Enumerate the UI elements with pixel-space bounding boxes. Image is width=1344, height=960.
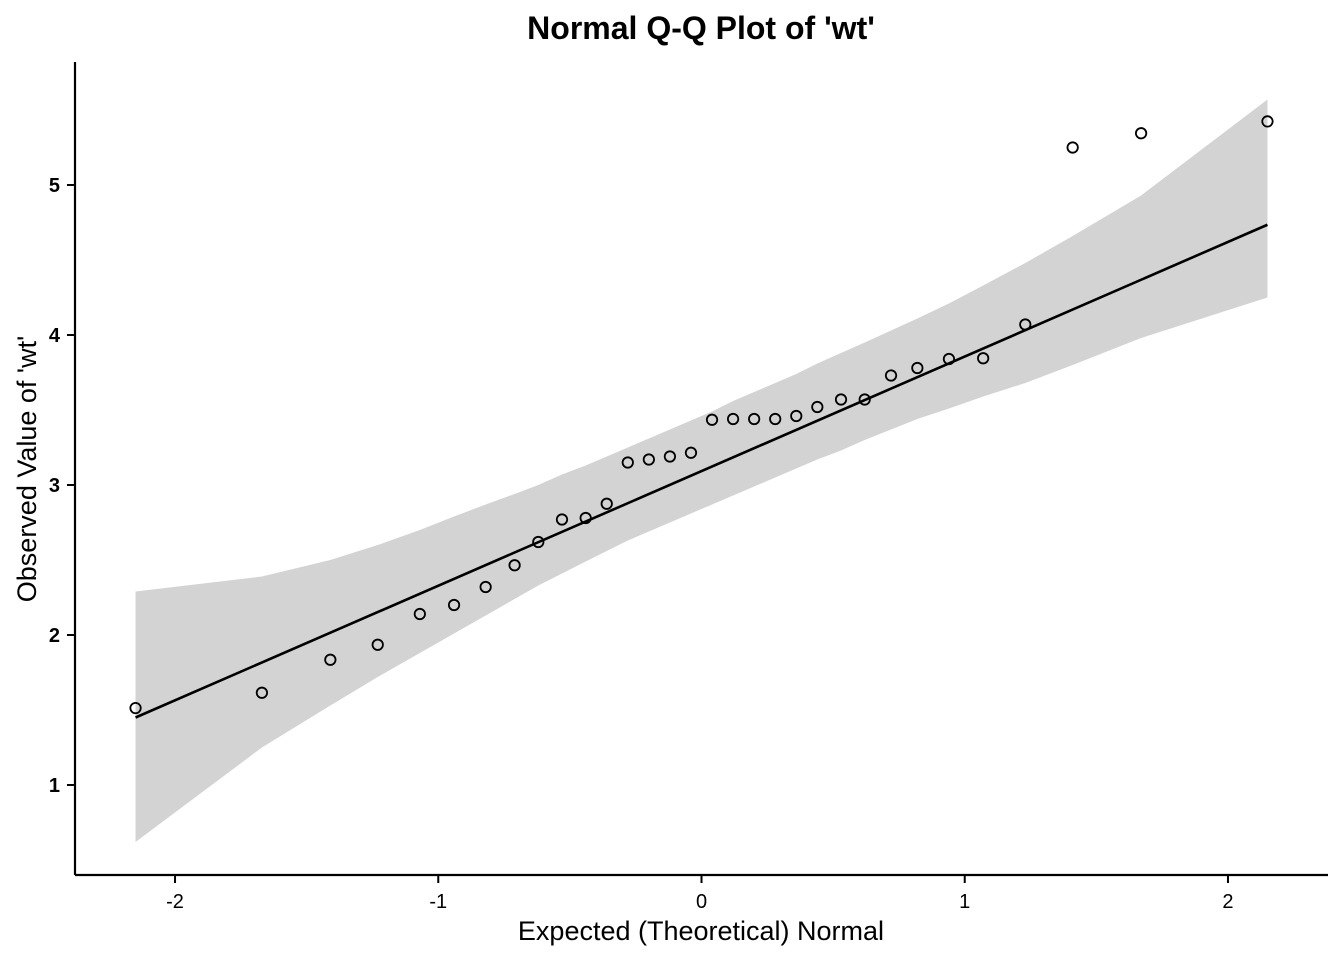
data-point <box>834 393 848 406</box>
y-axis-label: Observed Value of 'wt' <box>12 336 42 602</box>
data-point <box>324 653 337 666</box>
reference-line <box>135 223 1268 719</box>
data-point <box>911 361 924 375</box>
data-point <box>663 450 677 463</box>
data-point <box>1261 115 1274 128</box>
data-point <box>579 511 592 525</box>
data-point <box>371 638 384 651</box>
data-point <box>705 413 719 426</box>
data-point <box>1019 318 1032 331</box>
data-point <box>858 393 871 406</box>
data-point <box>600 497 613 510</box>
y-tick-label: 3 <box>49 475 60 497</box>
data-point <box>1066 141 1079 154</box>
data-point <box>532 535 545 549</box>
data-point <box>413 607 426 621</box>
data-point <box>479 580 492 594</box>
data-point <box>726 412 740 426</box>
data-point <box>884 369 898 382</box>
y-ticks: 1 2 3 4 5 <box>49 175 75 797</box>
data-point <box>642 453 655 466</box>
y-tick-label: 4 <box>49 325 61 347</box>
x-tick-label: 1 <box>959 891 970 913</box>
data-point <box>811 400 824 414</box>
y-tick-label: 5 <box>49 175 60 197</box>
data-point <box>555 513 569 526</box>
data-point <box>684 446 698 459</box>
x-tick-label: 0 <box>696 891 707 913</box>
data-point <box>769 412 782 426</box>
x-ticks: -2 -1 0 1 2 <box>166 875 1234 913</box>
data-point <box>790 409 803 423</box>
x-tick-label: 2 <box>1222 891 1233 913</box>
data-point <box>255 686 268 699</box>
x-tick-label: -2 <box>166 891 184 913</box>
x-axis-label: Expected (Theoretical) Normal <box>518 916 884 946</box>
data-point <box>129 701 142 715</box>
y-tick-label: 1 <box>49 775 60 797</box>
data-point <box>1135 127 1148 140</box>
data-point <box>621 456 634 469</box>
data-point <box>942 352 956 366</box>
data-point <box>447 598 461 612</box>
chart-title: Normal Q-Q Plot of 'wt' <box>527 10 875 46</box>
points-layer <box>129 115 1274 715</box>
data-point <box>977 352 990 365</box>
data-point <box>508 559 521 572</box>
y-tick-label: 2 <box>49 625 60 647</box>
reference-line-layer <box>135 223 1268 719</box>
data-point <box>748 412 761 426</box>
x-tick-label: -1 <box>429 891 447 913</box>
